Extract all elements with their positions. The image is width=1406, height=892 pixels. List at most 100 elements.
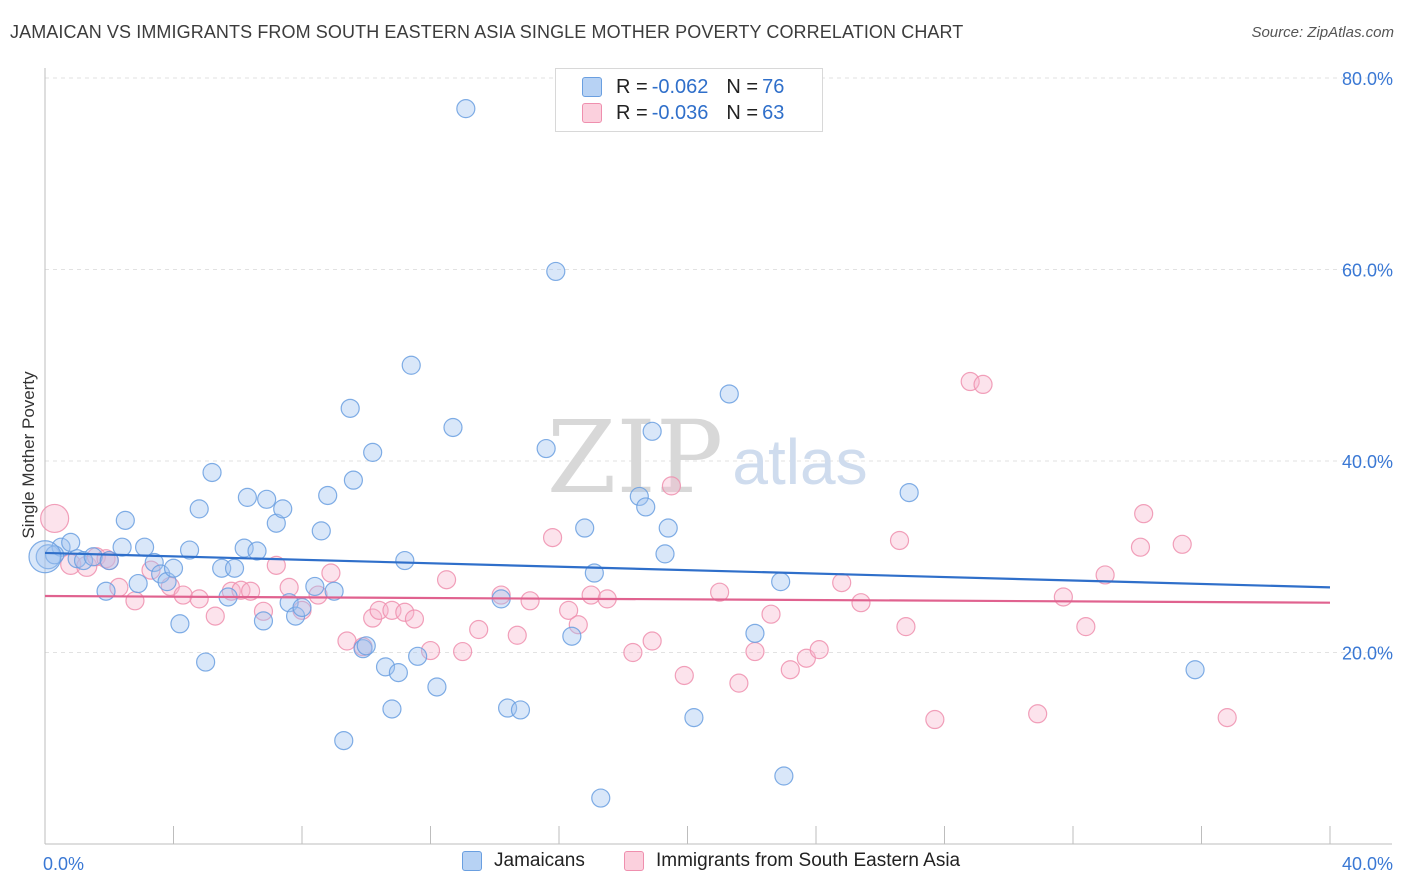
jamaicans-point <box>353 639 373 659</box>
jamaicans-point <box>61 532 81 552</box>
sea-point <box>404 609 425 629</box>
sea-point <box>205 606 225 626</box>
sea-point <box>40 503 70 534</box>
sea-point <box>661 476 682 496</box>
jamaicans-point <box>292 597 312 618</box>
gridlines <box>45 77 1392 653</box>
jamaicans-point <box>719 384 739 404</box>
jamaicans-point <box>324 581 344 601</box>
jamaicans-point <box>546 261 566 282</box>
jamaicans-point <box>257 489 277 509</box>
jamaicans-point <box>144 552 164 573</box>
chart-title: JAMAICAN VS IMMIGRANTS FROM SOUTH EASTER… <box>10 22 964 42</box>
sea-point <box>832 573 852 593</box>
jamaicans-point <box>629 486 649 507</box>
sea-point <box>851 593 871 613</box>
jamaicans-point <box>311 521 331 541</box>
jamaicans-point <box>899 482 919 503</box>
sea-point <box>642 631 662 651</box>
legend-swatch-sea <box>624 851 644 871</box>
y-tick-label: 60.0% <box>1342 261 1393 281</box>
watermark: ZIP atlas <box>547 399 868 516</box>
jamaicans-point <box>196 652 216 672</box>
legend-label-jamaicans: Jamaicans <box>494 850 585 871</box>
jamaicans-point <box>115 510 135 530</box>
watermark-atlas: atlas <box>732 426 867 498</box>
sea-point <box>520 591 540 611</box>
jamaicans-trend-line <box>44 551 1331 589</box>
jamaicans-point <box>401 355 421 375</box>
sea-point <box>559 600 579 620</box>
jamaicans-point <box>745 623 765 643</box>
sea-point <box>221 581 241 601</box>
sea-point <box>1217 708 1237 728</box>
jamaicans-point <box>642 421 662 441</box>
sea-point <box>1134 504 1154 524</box>
jamaicans-point <box>253 611 274 631</box>
legend-r-label: R = <box>616 75 648 98</box>
sea-point <box>436 570 457 590</box>
jamaicans-point <box>363 442 383 462</box>
jamaicans-point <box>774 766 794 786</box>
jamaicans-point <box>99 550 119 571</box>
legend-item-sea: Immigrants from South Eastern Asia <box>624 850 960 872</box>
jamaicans-point <box>510 700 531 720</box>
sea-point <box>581 585 601 605</box>
jamaicans-point <box>112 537 132 557</box>
jamaicans-point <box>189 499 209 519</box>
sea-point <box>173 585 193 605</box>
jamaicans-point <box>340 398 360 418</box>
jamaicans-point <box>658 518 678 538</box>
legend-swatch-jamaicans <box>462 851 482 871</box>
jamaicans-point <box>83 547 103 567</box>
sea-point <box>710 582 730 602</box>
jamaicans-point <box>96 581 116 601</box>
sea-point <box>1130 537 1151 557</box>
sea-point <box>623 642 643 663</box>
tick-labels: 20.0% 40.0% 60.0% 80.0% 0.0% 40.0% <box>43 69 1393 874</box>
source-label: Source: ZipAtlas.com <box>1251 24 1394 41</box>
y-tick-label: 40.0% <box>1342 452 1393 472</box>
jamaicans-point <box>134 537 155 557</box>
jamaicans-point <box>170 614 190 634</box>
y-tick-label: 80.0% <box>1342 69 1393 89</box>
sea-point <box>1172 534 1192 554</box>
jamaicans-point <box>395 550 415 571</box>
legend-swatch-jamaicans <box>582 77 602 97</box>
sea-point <box>568 615 588 635</box>
sea-point <box>973 374 993 394</box>
y-axis-label: Single Mother Poverty <box>19 371 38 539</box>
sea-point <box>780 660 800 680</box>
legend-r-value: -0.036 <box>651 101 709 124</box>
jamaicans-point <box>382 699 402 719</box>
legend-n-label: N = <box>726 75 759 98</box>
jamaicans-point <box>237 487 257 507</box>
legend-label-sea: Immigrants from South Eastern Asia <box>656 850 961 871</box>
jamaicans-point <box>443 417 463 438</box>
jamaicans-point <box>334 730 354 751</box>
sea-point <box>896 617 916 637</box>
axes <box>44 68 1392 845</box>
sea-point <box>453 641 473 662</box>
legend-n-label: N = <box>726 101 759 124</box>
sea-point <box>507 625 527 645</box>
jamaicans-point <box>388 663 408 683</box>
jamaicans-point <box>202 462 222 483</box>
sea-point <box>321 563 341 583</box>
legend-n-value: 63 <box>762 101 785 124</box>
jamaicans-point <box>684 708 704 728</box>
x-tick-label: 0.0% <box>43 854 84 874</box>
jamaicans-point <box>305 576 325 597</box>
sea-point <box>337 631 357 651</box>
sea-point <box>266 555 286 575</box>
sea-point <box>925 709 945 730</box>
legend-n-value: 76 <box>762 75 785 98</box>
jamaicans-point <box>28 540 62 574</box>
jamaicans-point <box>1185 660 1205 680</box>
sea-point <box>729 673 749 693</box>
sea-point <box>189 589 209 609</box>
sea-point <box>363 608 383 628</box>
sea-point <box>745 641 765 662</box>
x-tick-label: 40.0% <box>1342 854 1393 874</box>
series-legend: Jamaicans Immigrants from South Eastern … <box>0 850 1406 878</box>
